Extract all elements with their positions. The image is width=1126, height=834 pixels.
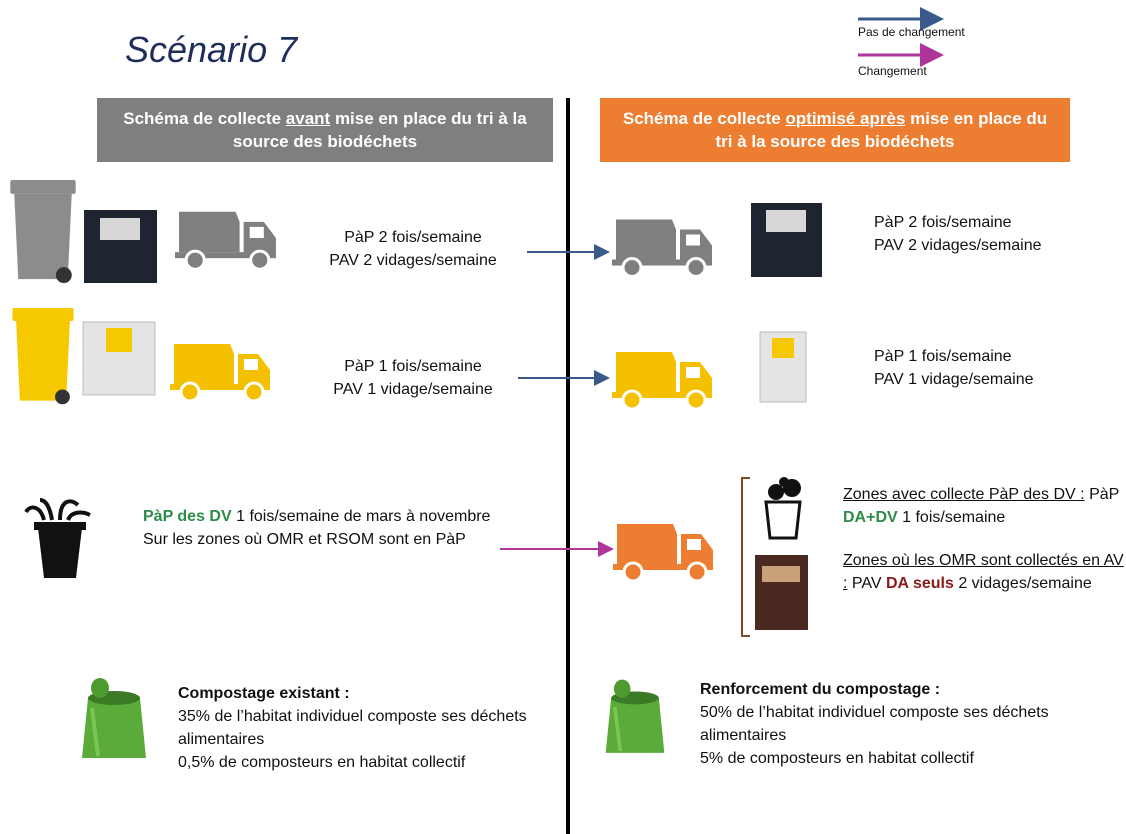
line: PàP 2 fois/semaine bbox=[300, 226, 526, 249]
zone-text: Zones avec collecte PàP des DV : PàP DA+… bbox=[843, 483, 1126, 529]
header-before: Schéma de collecte avant mise en place d… bbox=[97, 98, 553, 162]
truck-yellow bbox=[612, 352, 712, 409]
legend-label: Pas de changement bbox=[858, 25, 965, 40]
pav-grey-slot bbox=[766, 210, 806, 232]
truck-grey bbox=[612, 220, 712, 277]
compost-text: Compostage existant : 35% de l’habitat i… bbox=[178, 682, 538, 774]
text: 1 fois/semaine bbox=[902, 509, 1005, 526]
line: PAV 2 vidages/semaine bbox=[300, 249, 526, 272]
line: 0,5% de composteurs en habitat collectif bbox=[178, 751, 538, 774]
text: 2 vidages/semaine bbox=[958, 575, 1091, 592]
pav-yellow-slot bbox=[772, 338, 794, 358]
truck-grey bbox=[175, 212, 276, 270]
truck-orange bbox=[613, 524, 713, 581]
compost-icon bbox=[606, 680, 665, 753]
compost-icon bbox=[82, 678, 146, 758]
line: 50% de l’habitat individuel composte ses… bbox=[700, 701, 1120, 747]
header-emphasis: optimisé après bbox=[785, 109, 905, 128]
compost-title: Renforcement du compostage : bbox=[700, 678, 1120, 701]
compost-title: Compostage existant : bbox=[178, 682, 538, 705]
header-after: Schéma de collecte optimisé après mise e… bbox=[600, 98, 1070, 162]
zone-text: Zones où les OMR sont collectés en AV : … bbox=[843, 549, 1126, 595]
truck-yellow bbox=[170, 344, 270, 401]
line: PAV 1 vidage/semaine bbox=[874, 368, 1114, 391]
highlight: DA+DV bbox=[843, 509, 898, 526]
line: 5% de composteurs en habitat collectif bbox=[700, 747, 1120, 770]
header-emphasis: avant bbox=[286, 109, 330, 128]
legend-label: Changement bbox=[858, 64, 927, 79]
grey-bin bbox=[10, 180, 75, 283]
line: PàP 2 fois/semaine bbox=[874, 211, 1114, 234]
line: PAV 1 vidage/semaine bbox=[300, 378, 526, 401]
line: Sur les zones où OMR et RSOM sont en PàP bbox=[143, 528, 493, 551]
title: Scénario 7 bbox=[125, 28, 297, 72]
highlight: PàP des DV bbox=[143, 508, 232, 525]
line: PàP 1 fois/semaine bbox=[300, 355, 526, 378]
pav-grey-slot bbox=[100, 218, 140, 240]
header-text: Schéma de collecte bbox=[623, 109, 781, 128]
row-text: PàP des DV 1 fois/semaine de mars à nove… bbox=[143, 505, 493, 551]
pav-yellow-slot bbox=[106, 328, 132, 352]
plant-pot-icon bbox=[26, 500, 90, 578]
zone-title: Zones avec collecte PàP des DV : bbox=[843, 486, 1085, 503]
header-text: Schéma de collecte bbox=[123, 109, 281, 128]
text: PàP bbox=[1089, 486, 1119, 503]
organic-bin-icon bbox=[766, 477, 801, 538]
compost-text: Renforcement du compostage : 50% de l’ha… bbox=[700, 678, 1120, 770]
line: 35% de l’habitat individuel composte ses… bbox=[178, 705, 538, 751]
yellow-bin bbox=[12, 308, 73, 404]
pav-brown-label bbox=[762, 566, 800, 582]
slide: Scénario 7 Pas de changement Changement … bbox=[0, 0, 1126, 834]
row-text: PàP 2 fois/semaine PAV 2 vidages/semaine bbox=[874, 211, 1114, 257]
line: PàP 1 fois/semaine bbox=[874, 345, 1114, 368]
text: PAV bbox=[852, 575, 882, 592]
line: PAV 2 vidages/semaine bbox=[874, 234, 1114, 257]
divider bbox=[566, 98, 570, 834]
highlight: DA seuls bbox=[886, 575, 954, 592]
row-text: PàP 2 fois/semaine PAV 2 vidages/semaine bbox=[300, 226, 526, 272]
text: 1 fois/semaine de mars à novembre bbox=[236, 508, 490, 525]
bracket bbox=[742, 478, 750, 636]
row-text: PàP 1 fois/semaine PAV 1 vidage/semaine bbox=[300, 355, 526, 401]
row-text: PàP 1 fois/semaine PAV 1 vidage/semaine bbox=[874, 345, 1114, 391]
